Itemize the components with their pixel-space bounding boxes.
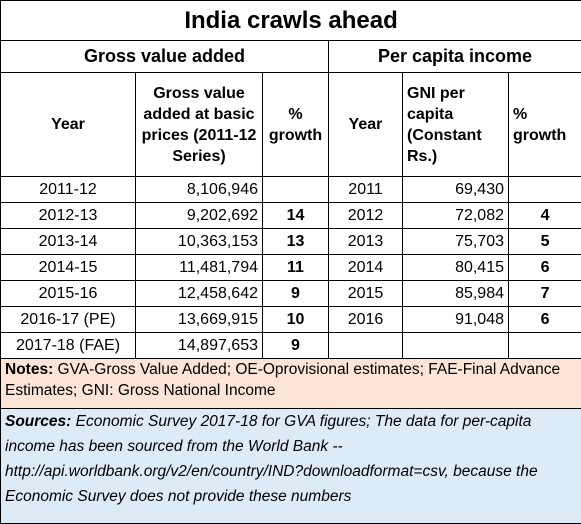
column-header: GNI per capita (Constant Rs.) <box>403 73 509 177</box>
table-cell: 2012 <box>329 203 403 229</box>
table-cell: 14 <box>263 203 329 229</box>
table-cell <box>263 177 329 203</box>
table-cell: 2011 <box>329 177 403 203</box>
sources-label: Sources: <box>5 413 71 430</box>
group-header: Gross value added <box>1 41 329 73</box>
column-header: % growth <box>263 73 329 177</box>
table-cell: 9 <box>263 281 329 307</box>
table-cell: 91,048 <box>403 307 509 333</box>
table-cell: 72,082 <box>403 203 509 229</box>
sources-row: Sources: Economic Survey 2017-18 for GVA… <box>1 409 581 524</box>
table-title: India crawls ahead <box>1 1 581 41</box>
title-row: India crawls ahead <box>1 1 581 41</box>
table-cell: 9 <box>263 333 329 359</box>
table-cell: 7 <box>509 281 581 307</box>
table-cell: 2016-17 (PE) <box>1 307 136 333</box>
table-cell: 2016 <box>329 307 403 333</box>
group-row: Gross value added Per capita income <box>1 41 581 73</box>
table-cell <box>509 333 581 359</box>
table-cell: 80,415 <box>403 255 509 281</box>
table-cell: 10,363,153 <box>136 229 263 255</box>
table-cell: 9,202,692 <box>136 203 263 229</box>
column-header: Year <box>1 73 136 177</box>
column-header-row: Year Gross value added at basic prices (… <box>1 73 581 177</box>
table-cell: 2013 <box>329 229 403 255</box>
sources-cell: Sources: Economic Survey 2017-18 for GVA… <box>1 409 581 524</box>
table-cell: 85,984 <box>403 281 509 307</box>
table-cell: 75,703 <box>403 229 509 255</box>
table-cell: 11 <box>263 255 329 281</box>
table-cell: 2017-18 (FAE) <box>1 333 136 359</box>
table-cell: 2013-14 <box>1 229 136 255</box>
table-cell: 8,106,946 <box>136 177 263 203</box>
table-cell: 4 <box>509 203 581 229</box>
table-cell: 14,897,653 <box>136 333 263 359</box>
column-header: % growth <box>509 73 581 177</box>
table-cell: 2015 <box>329 281 403 307</box>
table-cell: 12,458,642 <box>136 281 263 307</box>
table-cell: 2015-16 <box>1 281 136 307</box>
sources-text: Economic Survey 2017-18 for GVA figures;… <box>5 413 538 505</box>
table-cell: 5 <box>509 229 581 255</box>
table-cell: 13 <box>263 229 329 255</box>
group-header: Per capita income <box>329 41 581 73</box>
table-cell: 2014 <box>329 255 403 281</box>
table-cell <box>329 333 403 359</box>
table-cell <box>403 333 509 359</box>
table-cell: 2012-13 <box>1 203 136 229</box>
notes-text: GVA-Gross Value Added; OE-Oprovisional e… <box>5 361 560 399</box>
table-cell: 13,669,915 <box>136 307 263 333</box>
table-cell: 11,481,794 <box>136 255 263 281</box>
notes-row: Notes: GVA-Gross Value Added; OE-Oprovis… <box>1 359 581 409</box>
table-cell: 6 <box>509 307 581 333</box>
table-cell: 10 <box>263 307 329 333</box>
table-cell: 2014-15 <box>1 255 136 281</box>
notes-cell: Notes: GVA-Gross Value Added; OE-Oprovis… <box>1 359 581 409</box>
table-cell <box>509 177 581 203</box>
table-cell: 6 <box>509 255 581 281</box>
column-header: Gross value added at basic prices (2011-… <box>136 73 263 177</box>
notes-label: Notes: <box>5 361 53 378</box>
table-cell: 2011-12 <box>1 177 136 203</box>
column-header: Year <box>329 73 403 177</box>
table-cell: 69,430 <box>403 177 509 203</box>
